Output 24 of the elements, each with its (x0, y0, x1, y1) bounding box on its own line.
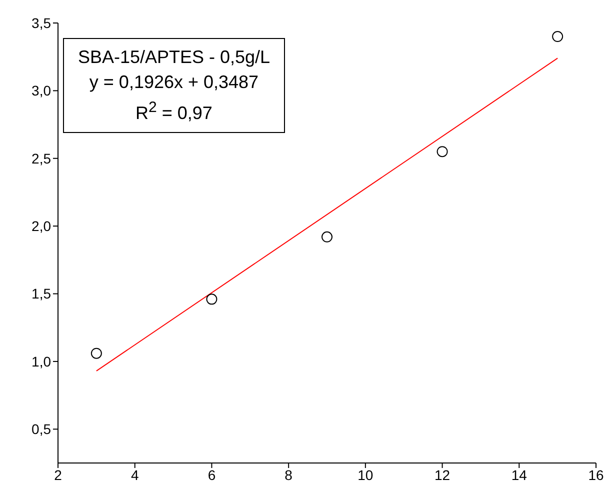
y-tick-label: 1,0 (32, 353, 52, 370)
point (436, 146, 448, 158)
x-tick-label: 8 (284, 466, 293, 483)
point (322, 231, 332, 242)
x-tick-label: 4 (130, 466, 139, 483)
x-tick-label: 2 (54, 466, 62, 483)
point (206, 294, 218, 305)
y-tick-label: 1,5 (32, 286, 52, 302)
x-tick-label: 14 (511, 466, 528, 483)
x-tick-label: 12 (434, 466, 450, 483)
x-tick-label: 6 (208, 466, 216, 483)
y-tick-label: 3,0 (32, 82, 52, 99)
point (90, 348, 102, 359)
y-tick-label: 2,0 (32, 218, 52, 234)
annotation: SBA-15/APTES - 0,5g/L (76, 46, 272, 69)
y-tick-label: 0,5 (32, 421, 52, 438)
point (552, 31, 564, 42)
annotation: R$^{2}$ = 0,97 (134, 98, 214, 125)
y-tick-label: 3,5 (32, 14, 52, 31)
x-tick-label: 16 (588, 466, 604, 483)
annotation: y = 0,1926x + 0,3487 (88, 71, 260, 94)
equation-box: SBA-15/APTES - 0,5g/L y = 0,1926x + 0,3487 R$^{2}$ = 0,97 (63, 38, 285, 133)
y-tick-label: 2,5 (32, 150, 52, 166)
x-tick-label: 10 (358, 466, 374, 483)
